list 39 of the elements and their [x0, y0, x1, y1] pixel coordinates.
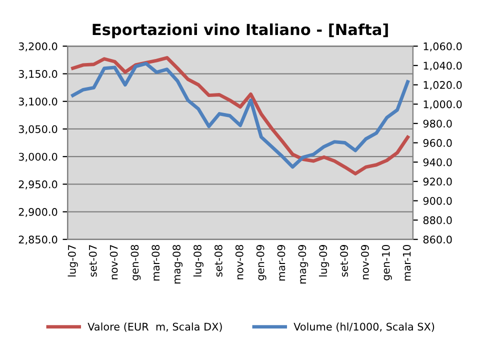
- x-tick-label: lug-08: [193, 244, 204, 276]
- x-tick-label: gen-10: [382, 244, 392, 280]
- y2-tick-label: 920.0: [423, 178, 452, 186]
- y2-tick-label: 1,060.0: [424, 42, 462, 52]
- y2-tick-label: 960.0: [423, 139, 452, 147]
- y2-tick-label: 1,020.0: [424, 81, 462, 90]
- x-tick-label: set-09: [340, 244, 348, 277]
- x-tick-label: nov-07: [110, 245, 118, 280]
- x-tick-label: gen-08: [130, 244, 141, 280]
- y-tick-label: 3,100.0: [18, 98, 58, 107]
- y-tick-label: 2,900.0: [18, 208, 58, 217]
- y2-tick-label: 860.0: [423, 236, 452, 244]
- y-tick-label: 3,150.0: [18, 70, 58, 79]
- x-tick-label: gen-09: [256, 244, 266, 280]
- y-tick-label: 3,000.0: [18, 152, 58, 162]
- chart-title: Esportazioni vino Italiano - [Nafta]: [92, 23, 388, 38]
- y2-tick-label: 940.0: [423, 158, 452, 166]
- y-tick-label: 2,950.0: [18, 180, 58, 190]
- x-tick-label: nov-09: [361, 244, 369, 280]
- x-tick-label: mar-10: [402, 244, 411, 280]
- x-tick-label: mar-09: [277, 244, 286, 280]
- x-tick-label: set-07: [88, 245, 97, 277]
- legend-label: Valore (EUR m, Scala DX): [88, 322, 222, 332]
- y-tick-label: 3,200.0: [18, 42, 58, 52]
- x-tick-label: mar-08: [152, 244, 160, 280]
- y-tick-label: 3,050.0: [18, 125, 58, 134]
- y-tick-label: 2,850.0: [18, 236, 58, 245]
- y2-tick-label: 1,000.0: [424, 100, 462, 110]
- x-tick-label: set-08: [214, 244, 222, 277]
- x-tick-label: mag-09: [298, 244, 308, 284]
- y2-tick-label: 1,040.0: [424, 62, 462, 71]
- x-tick-label: lug-07: [68, 245, 78, 276]
- x-tick-label: mag-08: [172, 244, 183, 284]
- legend-label: Volume (hl/1000, Scala SX): [294, 322, 434, 332]
- y2-tick-label: 980.0: [423, 120, 452, 128]
- x-tick-label: nov-08: [235, 244, 244, 280]
- y2-tick-label: 880.0: [423, 216, 452, 224]
- y2-tick-label: 900.0: [423, 196, 452, 205]
- x-tick-label: lug-09: [318, 244, 330, 276]
